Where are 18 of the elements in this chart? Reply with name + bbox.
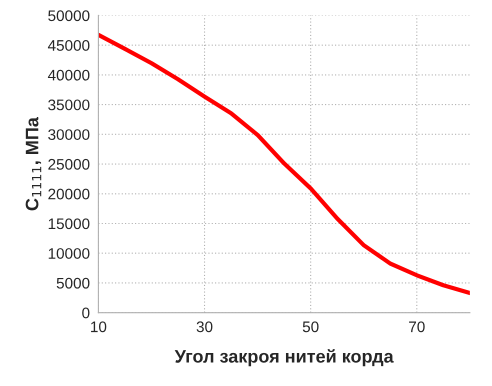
y-tick-label: 25000 [48, 158, 90, 170]
y-tick-label: 0 [82, 308, 90, 318]
x-tick-label: 30 [196, 321, 212, 332]
x-tick-label: 70 [409, 321, 425, 332]
y-tick-label: 15000 [48, 218, 90, 230]
x-tick-label: 50 [302, 321, 319, 332]
y-tick-label: 45000 [48, 40, 90, 51]
y-tick-label: 30000 [48, 129, 90, 140]
y-tick-label: 40000 [48, 70, 90, 81]
y-tick-label: 35000 [48, 99, 90, 110]
y-tick-label: 10000 [48, 248, 90, 259]
y-tick-label: 50000 [48, 10, 90, 22]
x-tick-label: 10 [91, 321, 106, 332]
line-series [98, 32, 470, 296]
x-axis-title: Угол закроя нитей корда [174, 349, 394, 366]
y-axis-title: C$_{1111}$, МПа [26, 117, 42, 210]
y-tick-label: 20000 [48, 188, 90, 200]
y-tick-label: 5000 [56, 278, 90, 289]
